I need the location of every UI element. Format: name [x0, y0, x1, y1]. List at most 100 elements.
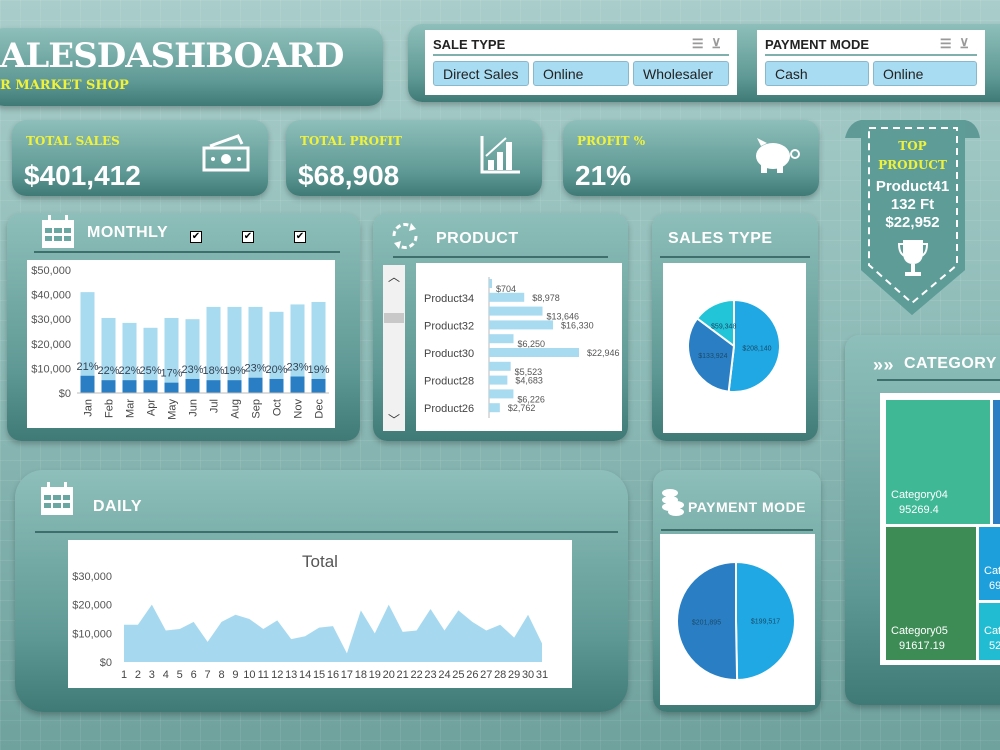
- x-tick-label: 10: [243, 669, 255, 681]
- product-title: PRODUCT: [436, 230, 519, 247]
- data-label: $59,348: [711, 323, 736, 330]
- treemap-cell[interactable]: Category05 91617.19: [886, 527, 976, 660]
- profit-bar: [80, 375, 95, 393]
- slicer-item-direct-sales[interactable]: Direct Sales: [433, 61, 529, 86]
- x-tick-label: 29: [508, 669, 520, 681]
- product-bar: [489, 306, 543, 316]
- kpi-total-sales: TOTAL SALES $401,412: [12, 120, 268, 196]
- data-label: 23%: [244, 363, 266, 375]
- data-label: $201,895: [692, 619, 721, 626]
- product-bar: [489, 361, 511, 371]
- y-tick-label: $10,000: [31, 363, 71, 375]
- kpi-profit-percent: PROFIT % 21%: [563, 120, 819, 196]
- sales-bar: [290, 304, 305, 393]
- x-tick-label: 11: [258, 669, 269, 681]
- scroll-thumb[interactable]: [384, 313, 404, 323]
- clear-filter-icon[interactable]: ⊻: [711, 36, 729, 51]
- y-tick-label: $50,000: [31, 265, 71, 277]
- x-tick-label: Aug: [230, 399, 242, 419]
- pie-slice: [727, 298, 781, 393]
- trophy-icon: [898, 240, 928, 276]
- x-tick-label: 4: [163, 669, 169, 681]
- slicer-title: SALE TYPE: [433, 36, 506, 52]
- bar-chart-icon: [480, 136, 520, 174]
- sales-bar: [206, 306, 221, 393]
- data-label: $704: [496, 284, 516, 294]
- sales-type-chart: $208,140 $133,924 $59,348: [663, 263, 806, 433]
- data-label: $8,978: [532, 293, 560, 303]
- sales-bar: [122, 322, 137, 393]
- pie-slice: [735, 560, 796, 682]
- treemap-cell[interactable]: Cat 69: [979, 527, 1000, 600]
- slicer-item-wholesaler[interactable]: Wholesaler: [633, 61, 729, 86]
- chart-title: Total: [302, 552, 338, 571]
- treemap-cell[interactable]: Cat 52: [979, 603, 1000, 660]
- product-scrollbar[interactable]: ︿ ﹀: [383, 265, 405, 431]
- kpi-total-profit: TOTAL PROFIT $68,908: [286, 120, 542, 196]
- data-label: 17%: [160, 368, 182, 380]
- multi-select-icon[interactable]: ☰: [939, 36, 960, 51]
- kpi-label: TOTAL PROFIT: [300, 134, 403, 148]
- treemap-cell[interactable]: [993, 400, 1000, 524]
- x-tick-label: May: [167, 399, 179, 420]
- x-tick-label: 27: [480, 669, 492, 681]
- clear-filter-icon[interactable]: ⊻: [959, 36, 977, 51]
- checkbox[interactable]: ✔: [242, 231, 254, 243]
- data-label: $5,523: [515, 367, 543, 377]
- profit-bar: [164, 382, 179, 393]
- profit-bar: [269, 378, 284, 393]
- data-label: 19%: [223, 365, 245, 377]
- y-tick-label: Product26: [424, 403, 474, 415]
- y-tick-label: $30,000: [72, 571, 112, 583]
- profit-bar: [290, 376, 305, 393]
- top-product-ribbon: TOP PRODUCT Product41 132 Ft $22,952: [845, 120, 980, 315]
- sales-bar: [143, 327, 158, 393]
- sales-bar: [101, 317, 116, 393]
- cell-value: 95269.4: [899, 504, 939, 516]
- sales-type-panel: SALES TYPE $208,140 $133,924 $59,348: [652, 213, 818, 441]
- slicer-panel: SALE TYPE ☰⊻ Direct Sales Online Wholesal…: [408, 24, 1000, 102]
- x-tick-label: Sep: [251, 399, 263, 419]
- payment-mode-chart: $199,517 $201,895: [660, 534, 815, 705]
- slicer-item-cash[interactable]: Cash: [765, 61, 869, 86]
- multi-select-icon[interactable]: ☰: [691, 36, 712, 51]
- treemap-cell[interactable]: Category04 95269.4: [886, 400, 990, 524]
- y-tick-label: $40,000: [31, 290, 71, 302]
- x-tick-label: 24: [438, 669, 450, 681]
- sales-bar: [311, 301, 326, 393]
- data-label: $16,330: [561, 320, 594, 330]
- area-series: [124, 604, 542, 662]
- data-label: 18%: [202, 365, 224, 377]
- cell-value: 52: [989, 640, 1000, 652]
- checkbox[interactable]: ✔: [190, 231, 202, 243]
- product-bar: [489, 348, 579, 357]
- scroll-up-icon[interactable]: ︿: [387, 270, 400, 284]
- x-tick-label: Jun: [188, 399, 200, 417]
- x-tick-label: Oct: [272, 399, 284, 416]
- y-tick-label: $20,000: [72, 600, 112, 612]
- data-label: $22,946: [587, 348, 620, 358]
- scroll-down-icon[interactable]: ﹀: [387, 413, 400, 427]
- pie-slice: [695, 298, 735, 348]
- coins-icon: [662, 489, 684, 516]
- top-product-qty: 132 Ft: [890, 196, 935, 213]
- category-panel: »» CATEGORY Category04 95269.4 Category05…: [845, 335, 1000, 705]
- y-tick-label: Product32: [424, 320, 474, 332]
- data-label: $208,140: [742, 345, 771, 352]
- slicer-item-online[interactable]: Online: [873, 61, 977, 86]
- x-tick-label: 30: [522, 669, 534, 681]
- sales-bar: [185, 319, 200, 393]
- product-bar: [489, 389, 514, 399]
- y-tick-label: $20,000: [31, 339, 71, 351]
- top-product-value: $22,952: [885, 214, 940, 231]
- data-label: $199,517: [751, 619, 780, 626]
- slicer-item-online[interactable]: Online: [533, 61, 629, 86]
- checkbox[interactable]: ✔: [294, 231, 306, 243]
- x-tick-label: 9: [232, 669, 238, 681]
- calendar-icon: [42, 215, 74, 248]
- data-label: 20%: [265, 364, 287, 376]
- profit-bar: [185, 378, 200, 393]
- payment-mode-panel: PAYMENT MODE $199,517 $201,895: [653, 470, 821, 712]
- x-tick-label: 23: [424, 669, 436, 681]
- pie-slice: [687, 317, 736, 393]
